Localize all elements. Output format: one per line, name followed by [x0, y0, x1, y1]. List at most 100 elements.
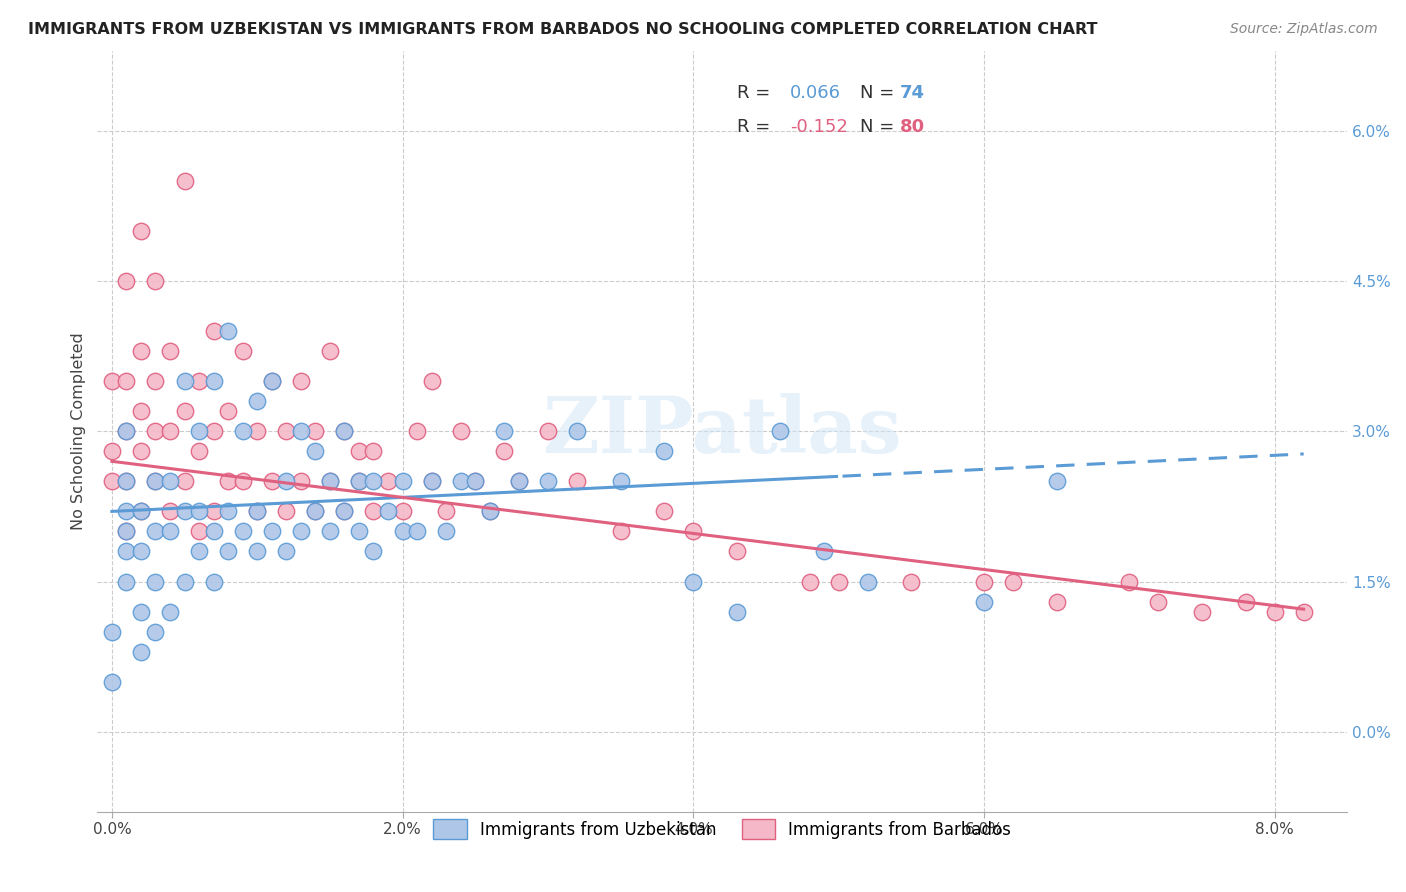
Point: [290, 524, 312, 539]
Point: [246, 394, 269, 409]
Point: [217, 475, 239, 489]
Point: [799, 574, 821, 589]
Point: [202, 524, 225, 539]
Point: [420, 475, 443, 489]
Point: [101, 374, 124, 388]
Point: [319, 475, 342, 489]
Point: [115, 424, 138, 438]
Point: [129, 504, 152, 518]
Point: [145, 524, 167, 539]
Text: R =: R =: [737, 118, 776, 136]
Text: R =: R =: [737, 84, 776, 102]
Point: [115, 374, 138, 388]
Point: [202, 424, 225, 438]
Point: [682, 524, 704, 539]
Point: [101, 444, 124, 458]
Point: [363, 444, 385, 458]
Point: [188, 544, 211, 558]
Point: [609, 524, 631, 539]
Point: [246, 504, 269, 518]
Point: [188, 424, 211, 438]
Point: [159, 605, 181, 619]
Point: [145, 274, 167, 288]
Point: [115, 504, 138, 518]
Point: [1001, 574, 1024, 589]
Point: [217, 544, 239, 558]
Point: [115, 475, 138, 489]
Point: [377, 504, 399, 518]
Point: [232, 524, 254, 539]
Point: [347, 475, 370, 489]
Point: [319, 475, 342, 489]
Point: [159, 344, 181, 359]
Point: [115, 544, 138, 558]
Point: [391, 524, 413, 539]
Text: N =: N =: [860, 84, 900, 102]
Point: [304, 444, 326, 458]
Point: [173, 475, 195, 489]
Point: [202, 374, 225, 388]
Point: [115, 524, 138, 539]
Point: [304, 504, 326, 518]
Point: [246, 504, 269, 518]
Point: [333, 424, 356, 438]
Point: [188, 444, 211, 458]
Text: N =: N =: [860, 118, 900, 136]
Point: [565, 424, 588, 438]
Point: [725, 544, 748, 558]
Point: [347, 475, 370, 489]
Point: [129, 404, 152, 418]
Text: 74: 74: [900, 84, 925, 102]
Text: 80: 80: [900, 118, 925, 136]
Point: [333, 504, 356, 518]
Point: [1234, 594, 1257, 608]
Point: [347, 524, 370, 539]
Point: [173, 174, 195, 188]
Point: [420, 475, 443, 489]
Point: [276, 475, 298, 489]
Point: [260, 374, 283, 388]
Point: [537, 424, 560, 438]
Point: [1264, 605, 1286, 619]
Point: [115, 424, 138, 438]
Point: [682, 574, 704, 589]
Point: [159, 524, 181, 539]
Point: [129, 544, 152, 558]
Point: [115, 475, 138, 489]
Point: [217, 504, 239, 518]
Point: [173, 374, 195, 388]
Point: [173, 574, 195, 589]
Point: [101, 674, 124, 689]
Point: [276, 504, 298, 518]
Point: [101, 624, 124, 639]
Point: [406, 424, 429, 438]
Point: [276, 424, 298, 438]
Point: [856, 574, 879, 589]
Point: [478, 504, 501, 518]
Text: ZIPatlas: ZIPatlas: [543, 393, 903, 469]
Point: [202, 504, 225, 518]
Point: [145, 574, 167, 589]
Point: [290, 374, 312, 388]
Point: [188, 504, 211, 518]
Point: [537, 475, 560, 489]
Y-axis label: No Schooling Completed: No Schooling Completed: [72, 333, 86, 530]
Point: [973, 574, 995, 589]
Point: [813, 544, 835, 558]
Point: [129, 444, 152, 458]
Point: [246, 544, 269, 558]
Point: [260, 374, 283, 388]
Point: [202, 324, 225, 338]
Point: [478, 504, 501, 518]
Point: [900, 574, 922, 589]
Point: [145, 374, 167, 388]
Point: [406, 524, 429, 539]
Point: [129, 504, 152, 518]
Point: [202, 574, 225, 589]
Text: -0.152: -0.152: [790, 118, 848, 136]
Point: [347, 444, 370, 458]
Point: [420, 374, 443, 388]
Point: [609, 475, 631, 489]
Point: [276, 544, 298, 558]
Point: [217, 324, 239, 338]
